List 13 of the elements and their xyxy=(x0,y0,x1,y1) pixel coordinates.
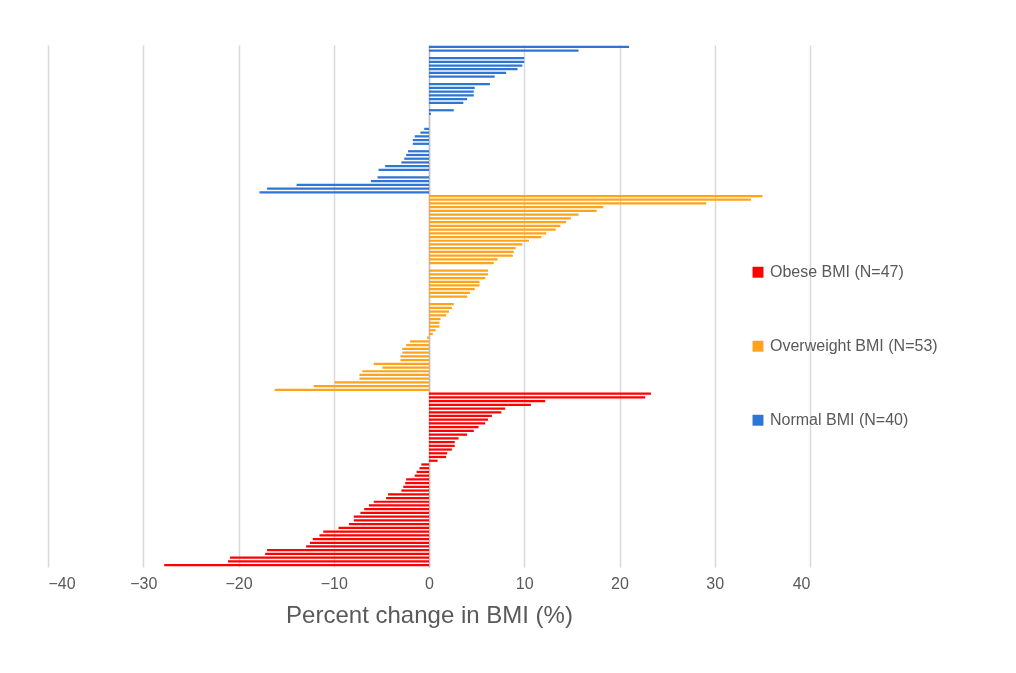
legend-label: Normal BMI (N=40) xyxy=(770,411,909,429)
x-tick-label: 40 xyxy=(792,574,811,592)
x-tick-label: 20 xyxy=(611,574,629,592)
x-tick-label: −40 xyxy=(48,574,76,592)
legend-label: Obese BMI (N=47) xyxy=(770,263,904,281)
x-tick-label: 10 xyxy=(515,574,534,592)
legend-label: Overweight BMI (N=53) xyxy=(770,337,938,355)
x-tick-label: 0 xyxy=(425,574,435,592)
x-tick-label: −20 xyxy=(225,574,253,592)
x-axis-title: Percent change in BMI (%) xyxy=(286,600,573,628)
x-tick-label: 30 xyxy=(706,574,725,592)
x-tick-label: −10 xyxy=(320,574,348,592)
x-tick-label: −30 xyxy=(130,574,158,592)
